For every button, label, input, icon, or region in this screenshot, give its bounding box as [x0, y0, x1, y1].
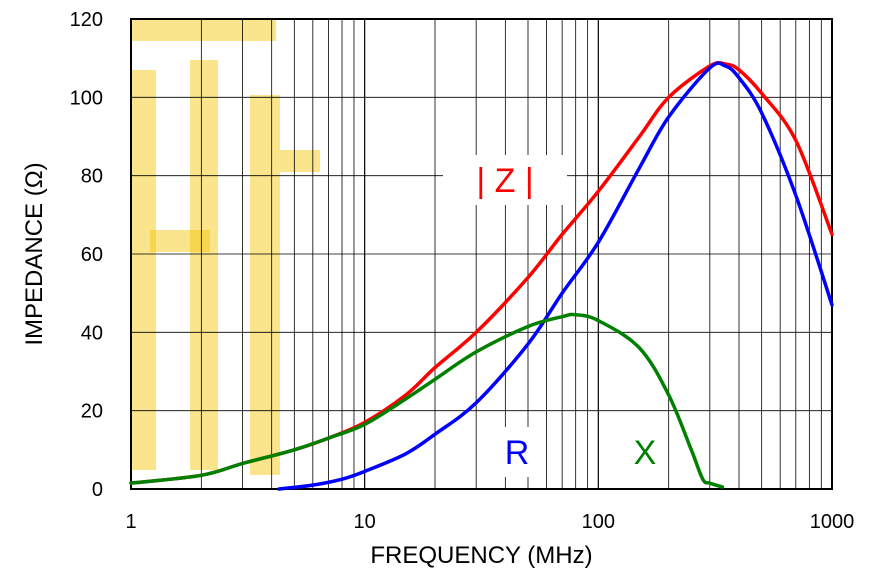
series-line-r: [277, 61, 834, 491]
x-tick-label: 10: [354, 511, 376, 533]
series-line-z: [129, 60, 834, 485]
series-line-x: [129, 312, 725, 489]
y-tick-label: 60: [81, 244, 103, 266]
series-labels: | Z | R X: [443, 155, 667, 477]
series-label-z: | Z |: [476, 162, 533, 200]
watermark-shape-4: [250, 95, 280, 475]
watermark-shape-0: [131, 19, 276, 41]
watermark-shape-3: [150, 230, 210, 252]
y-tick-label: 0: [92, 479, 103, 501]
x-tick-label: 1000: [810, 511, 855, 533]
y-tick-label: 100: [70, 87, 103, 109]
plot-frame: [130, 18, 833, 490]
grid: [131, 19, 832, 489]
watermark-shape-5: [280, 150, 320, 172]
watermark-logo: [131, 19, 320, 475]
y-tick-label: 120: [70, 9, 103, 31]
y-tick-label: 80: [81, 166, 103, 188]
series-layer: [129, 60, 834, 491]
x-tick-label: 1: [125, 511, 136, 533]
watermark-shape-2: [190, 60, 218, 470]
watermark-shape-1: [131, 70, 156, 470]
series-label-x: X: [634, 434, 657, 472]
x-tick-labels: 1 10 100 1000: [125, 511, 854, 533]
x-tick-label: 100: [582, 511, 615, 533]
series-label-bg: [443, 155, 567, 205]
y-axis-title: IMPEDANCE (Ω): [21, 162, 48, 345]
y-tick-labels: 0 20 40 60 80 100 120: [70, 9, 103, 501]
y-tick-label: 20: [81, 401, 103, 423]
series-label-r: R: [505, 434, 530, 472]
y-tick-label: 40: [81, 322, 103, 344]
series-label-bg: [495, 427, 539, 477]
series-label-bg: [623, 427, 667, 477]
x-axis-title: FREQUENCY (MHz): [370, 542, 592, 569]
